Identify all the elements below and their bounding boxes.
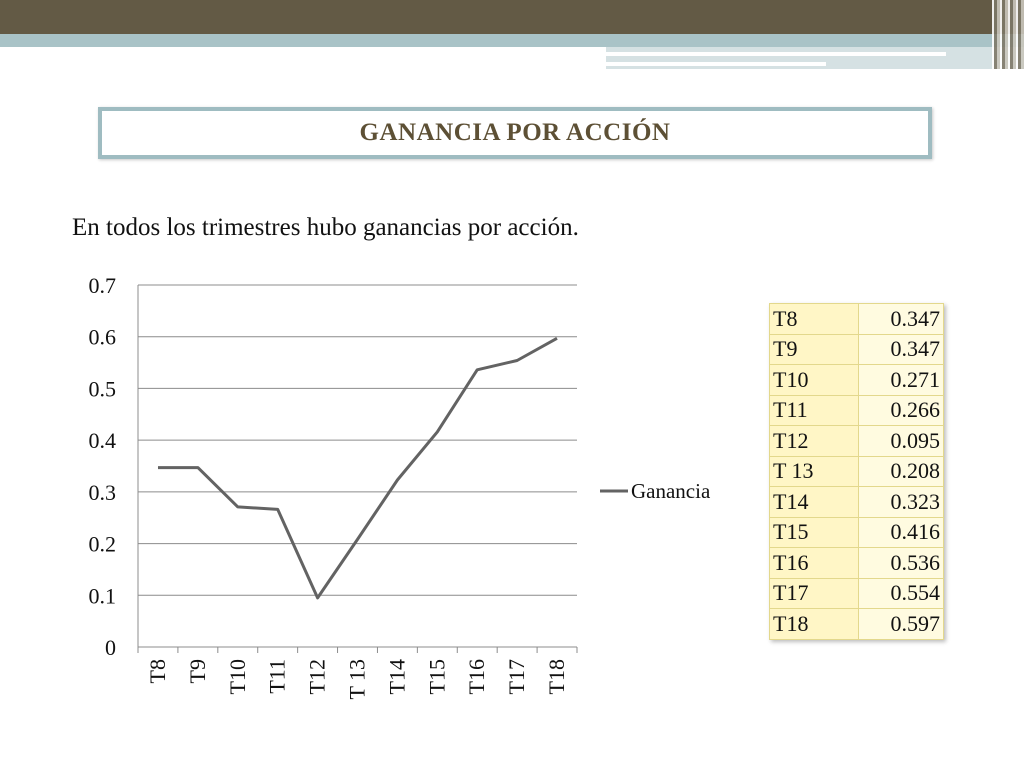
table-cell-value: 0.323: [858, 486, 944, 518]
table-row: T17 0.554: [769, 577, 944, 609]
x-tick-label: T8: [145, 659, 170, 683]
y-tick-label: 0: [105, 635, 116, 660]
table-cell-value: 0.208: [858, 455, 944, 487]
header-band-dark: [0, 0, 1024, 34]
y-tick-label: 0.1: [89, 583, 117, 608]
table-cell-value: 0.347: [858, 303, 944, 335]
table-cell-value: 0.271: [858, 364, 944, 396]
series-line-ganancia: [158, 336, 558, 600]
y-tick-label: 0.2: [89, 532, 117, 557]
x-tick-label: T18: [544, 659, 569, 694]
table-row: T14 0.323: [769, 486, 944, 518]
x-tick-label: T12: [305, 659, 330, 694]
table-row: T10 0.271: [769, 364, 944, 396]
table-cell-value: 0.597: [858, 608, 944, 640]
table-cell-quarter: T 13: [769, 455, 859, 487]
y-tick-label: 0.5: [89, 376, 117, 401]
x-tick-label: T11: [265, 659, 290, 694]
table-cell-quarter: T12: [769, 425, 859, 457]
x-tick-label: T 13: [345, 659, 370, 700]
x-tick-label: T17: [504, 659, 529, 694]
x-tick-label: T10: [225, 659, 250, 694]
header-band-line: [606, 52, 946, 56]
table-cell-quarter: T17: [769, 577, 859, 609]
y-tick-label: 0.7: [89, 273, 117, 298]
line-chart: 0 0.1 0.2 0.3 0.4 0.5 0.6 0.7 T8 T9 T10 T11 T12 T 13 T…: [89, 273, 711, 700]
table-row: T18 0.597: [769, 608, 944, 640]
table-row: T11 0.266: [769, 394, 944, 426]
x-tick-label: T15: [424, 659, 449, 694]
x-tick-label: T16: [464, 659, 489, 694]
table-cell-quarter: T16: [769, 547, 859, 579]
header-stripes: [992, 0, 1024, 69]
table-row: T15 0.416: [769, 516, 944, 548]
title-box: GANANCIA POR ACCIÓN: [98, 107, 932, 159]
header-band-blue: [0, 34, 1024, 47]
header-band-line: [606, 62, 826, 66]
table-cell-value: 0.266: [858, 394, 944, 426]
table-row: T12 0.095: [769, 425, 944, 457]
x-tick-label: T9: [185, 659, 210, 683]
table-cell-value: 0.536: [858, 547, 944, 579]
table-row: T16 0.536: [769, 547, 944, 579]
table-cell-value: 0.416: [858, 516, 944, 548]
slide-subtitle: En todos los trimestres hubo ganancias p…: [72, 214, 579, 241]
y-tick-label: 0.3: [89, 480, 117, 505]
table-cell-quarter: T8: [769, 303, 859, 335]
y-tick-label: 0.4: [89, 428, 117, 453]
legend-label: Ganancia: [631, 479, 711, 503]
table-cell-quarter: T10: [769, 364, 859, 396]
table-cell-value: 0.347: [858, 333, 944, 365]
table-cell-quarter: T14: [769, 486, 859, 518]
table-cell-quarter: T15: [769, 516, 859, 548]
table-row: T 13 0.208: [769, 455, 944, 487]
data-table: T8 0.347 T9 0.347 T10 0.271 T11 0.266 T12 0.095 T …: [769, 303, 944, 640]
x-tick-label: T14: [384, 659, 409, 694]
table-row: T9 0.347: [769, 333, 944, 365]
slide-title: GANANCIA POR ACCIÓN: [359, 119, 671, 146]
table-cell-value: 0.554: [858, 577, 944, 609]
table-cell-quarter: T18: [769, 608, 859, 640]
y-tick-label: 0.6: [89, 325, 117, 350]
table-cell-value: 0.095: [858, 425, 944, 457]
table-cell-quarter: T9: [769, 333, 859, 365]
table-cell-quarter: T11: [769, 394, 859, 426]
table-row: T8 0.347: [769, 303, 944, 335]
